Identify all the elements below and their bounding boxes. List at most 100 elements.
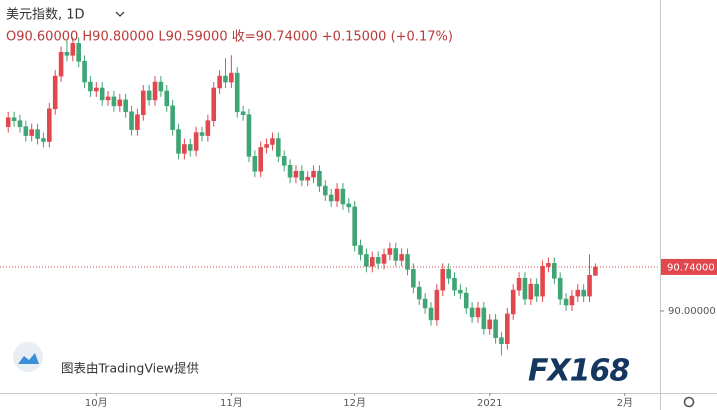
candle-body <box>475 307 481 318</box>
candle-body <box>522 277 528 300</box>
candle-body <box>146 90 152 101</box>
candle-body <box>463 292 469 309</box>
candle-body <box>164 90 170 107</box>
candle-body <box>493 319 498 339</box>
candle-body <box>587 274 592 297</box>
candle-body <box>64 52 70 56</box>
candle-body <box>405 254 410 270</box>
candle-body <box>393 248 399 261</box>
tradingview-badge: 图表由TradingView提供 <box>13 342 199 376</box>
candle-body <box>276 138 281 157</box>
candle-body <box>540 266 545 297</box>
candle-body <box>158 81 164 92</box>
badge-icon <box>18 353 39 364</box>
candle-body <box>199 132 205 136</box>
candle-body <box>440 269 446 291</box>
candle-body <box>11 117 17 121</box>
settings-icon[interactable] <box>683 396 695 408</box>
candle-body <box>47 108 52 142</box>
candle-body <box>528 283 534 300</box>
candle-body <box>93 87 99 92</box>
candle-body <box>88 81 93 92</box>
candle-body <box>505 313 510 344</box>
candle-body <box>211 87 217 121</box>
candle-body <box>499 337 504 344</box>
candle-body <box>469 307 475 318</box>
chart-title: 美元指数, 1D <box>6 8 85 23</box>
last-price-label: 90.74000 <box>667 262 715 273</box>
candle-body <box>458 289 463 294</box>
candle-body <box>446 269 451 279</box>
candle-body <box>240 111 246 116</box>
candle-body <box>117 99 123 107</box>
candle-body <box>323 185 328 196</box>
candle-body <box>217 75 222 89</box>
candle-body <box>428 307 434 321</box>
candle-body <box>552 263 557 279</box>
candle-body <box>516 277 522 291</box>
badge-circle <box>13 342 43 372</box>
watermark: 图表由TradingView提供 <box>61 361 199 376</box>
candle-body <box>135 114 140 130</box>
candle-body <box>99 87 105 101</box>
candle-body <box>187 144 193 151</box>
candle-body <box>510 289 516 315</box>
candle-body <box>317 170 322 187</box>
candle-body <box>369 257 375 267</box>
candle-body <box>70 43 76 56</box>
candle-body <box>140 90 146 116</box>
gear[interactable] <box>683 396 695 408</box>
candle-body <box>105 96 111 101</box>
candle-body <box>264 144 269 148</box>
candle-body <box>23 126 29 136</box>
candle-body <box>358 245 363 255</box>
candle-body <box>311 170 316 178</box>
candle-body <box>176 129 181 154</box>
candle-body <box>416 286 422 300</box>
candle-body <box>35 129 40 139</box>
candle-body <box>111 96 117 107</box>
x-tick-label: 10月 <box>85 397 108 409</box>
candle-body <box>487 319 493 330</box>
candle-body <box>29 129 35 136</box>
candle-body <box>593 266 598 276</box>
candle-body <box>223 75 228 83</box>
candle-body <box>76 43 81 62</box>
candle-body <box>287 164 293 178</box>
candle-body <box>364 254 369 267</box>
candle-body <box>434 289 440 321</box>
candle-body <box>152 81 158 101</box>
candle-body <box>281 156 287 166</box>
candle-body <box>381 254 387 264</box>
candle-body <box>123 99 128 113</box>
last-price-box <box>661 258 717 275</box>
candle-body <box>563 298 569 306</box>
candle-body <box>581 289 586 297</box>
candle-body <box>234 72 240 113</box>
candle-body <box>422 298 428 309</box>
x-tick-label: 2月 <box>617 397 633 409</box>
candle-body <box>299 170 305 181</box>
candle-body <box>452 277 457 291</box>
candle-body <box>334 188 340 202</box>
candle-body <box>52 75 58 110</box>
candle-body <box>258 147 264 172</box>
candle-body <box>328 194 334 202</box>
plot-area <box>0 37 660 356</box>
logo: FX168 <box>528 354 629 389</box>
candle-body <box>205 120 211 136</box>
candle-body <box>399 254 404 261</box>
candle-body <box>411 269 416 288</box>
candle-body <box>352 206 357 246</box>
candle-body <box>193 132 199 151</box>
candle-body <box>575 289 581 297</box>
candle-body <box>270 138 275 145</box>
candle-body <box>58 52 64 77</box>
candle-body <box>182 144 187 154</box>
candle-body <box>293 170 299 178</box>
dropdown-icon[interactable] <box>115 11 125 17</box>
candle-body <box>375 257 381 264</box>
x-tick-label: 12月 <box>343 397 366 409</box>
